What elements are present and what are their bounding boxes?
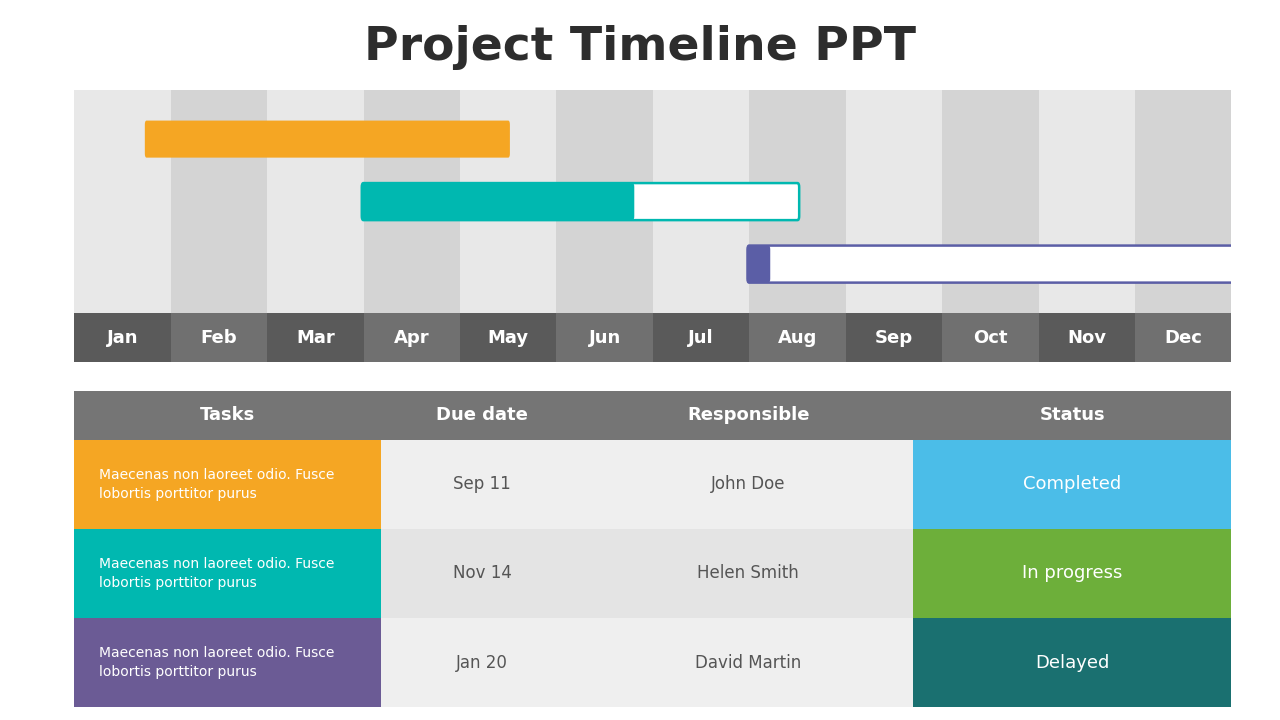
Bar: [557, 313, 653, 362]
Text: Jan 20: Jan 20: [456, 654, 508, 672]
Text: Aug: Aug: [778, 328, 817, 347]
Bar: [170, 313, 268, 362]
Text: Feb: Feb: [201, 328, 237, 347]
Text: Jul: Jul: [689, 328, 714, 347]
Text: May: May: [488, 328, 529, 347]
Bar: [749, 90, 846, 313]
Bar: [1038, 313, 1135, 362]
Bar: [1135, 90, 1231, 313]
Bar: [557, 90, 653, 313]
FancyBboxPatch shape: [748, 246, 771, 283]
Bar: [170, 90, 268, 313]
Bar: [364, 90, 460, 313]
Text: Jun: Jun: [589, 328, 621, 347]
Text: Nov 14: Nov 14: [453, 564, 512, 582]
FancyBboxPatch shape: [362, 183, 635, 220]
Bar: [749, 313, 846, 362]
Bar: [942, 90, 1038, 313]
Bar: [364, 313, 460, 362]
Text: Status: Status: [1039, 406, 1105, 425]
Text: Mar: Mar: [296, 328, 334, 347]
Text: Due date: Due date: [436, 406, 529, 425]
Text: In progress: In progress: [1021, 564, 1123, 582]
FancyBboxPatch shape: [145, 120, 509, 158]
Text: Tasks: Tasks: [200, 406, 255, 425]
Text: Sep: Sep: [874, 328, 913, 347]
Text: Project Timeline PPT: Project Timeline PPT: [364, 25, 916, 71]
Text: Helen Smith: Helen Smith: [698, 564, 799, 582]
Text: Delayed: Delayed: [1036, 654, 1110, 672]
Text: Maecenas non laoreet odio. Fusce
lobortis porttitor purus: Maecenas non laoreet odio. Fusce loborti…: [99, 468, 334, 500]
Text: John Doe: John Doe: [710, 475, 786, 493]
Bar: [653, 313, 749, 362]
Text: David Martin: David Martin: [695, 654, 801, 672]
Text: Jan: Jan: [106, 328, 138, 347]
Bar: [942, 313, 1038, 362]
Text: Maecenas non laoreet odio. Fusce
lobortis porttitor purus: Maecenas non laoreet odio. Fusce loborti…: [99, 647, 334, 679]
Bar: [1135, 313, 1231, 362]
Bar: [74, 313, 170, 362]
Text: Oct: Oct: [973, 328, 1007, 347]
Text: Completed: Completed: [1023, 475, 1121, 493]
FancyBboxPatch shape: [748, 246, 1233, 283]
Text: Maecenas non laoreet odio. Fusce
lobortis porttitor purus: Maecenas non laoreet odio. Fusce loborti…: [99, 557, 334, 590]
Text: Apr: Apr: [394, 328, 430, 347]
Bar: [846, 313, 942, 362]
Bar: [268, 313, 364, 362]
Text: Sep 11: Sep 11: [453, 475, 511, 493]
Text: Nov: Nov: [1068, 328, 1106, 347]
Bar: [460, 313, 557, 362]
Text: Dec: Dec: [1165, 328, 1202, 347]
FancyBboxPatch shape: [362, 183, 799, 220]
Text: Responsible: Responsible: [687, 406, 809, 425]
